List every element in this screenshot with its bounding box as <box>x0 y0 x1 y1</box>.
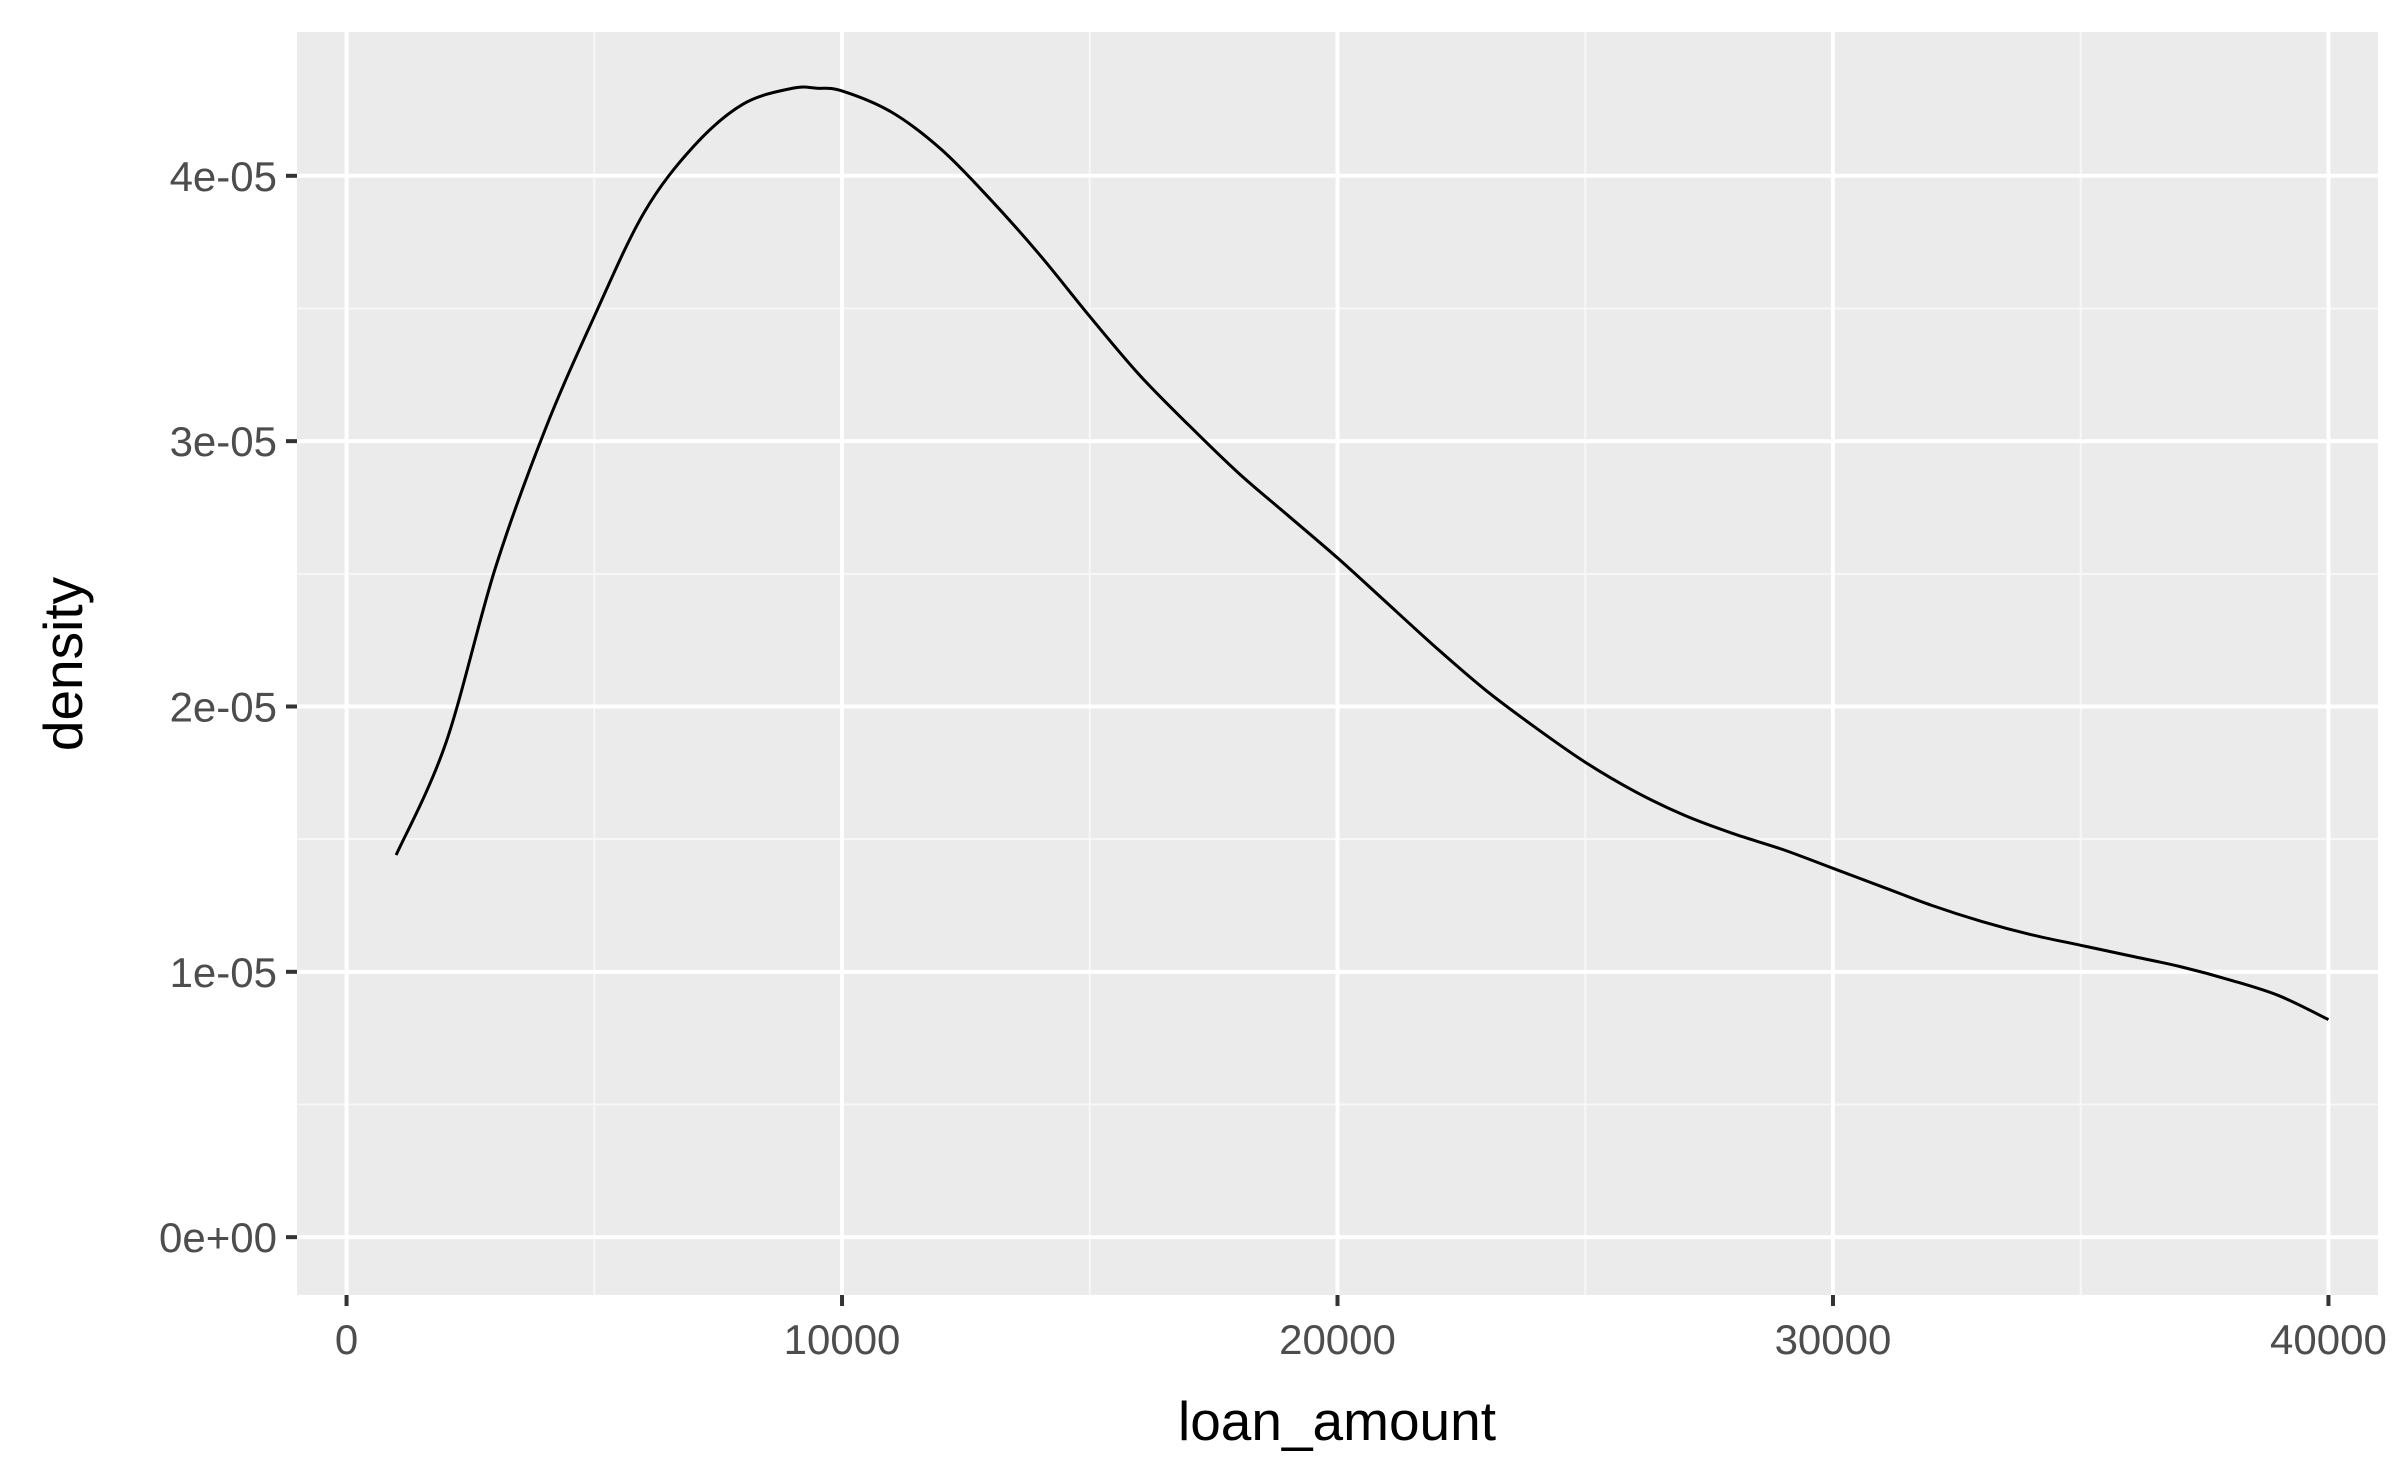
x-tick-label: 10000 <box>784 1316 901 1363</box>
y-tick-label: 2e-05 <box>170 683 277 730</box>
y-tick-label: 0e+00 <box>159 1214 277 1261</box>
x-axis-title: loan_amount <box>1178 1390 1496 1452</box>
y-tick-label: 1e-05 <box>170 949 277 996</box>
x-axis: 0 10000 20000 30000 40000 <box>335 1295 2387 1363</box>
major-gridlines <box>297 32 2378 1295</box>
x-tick-label: 30000 <box>1775 1316 1892 1363</box>
x-tick-label: 20000 <box>1279 1316 1396 1363</box>
y-tick-label: 4e-05 <box>170 153 277 200</box>
x-tick-label: 40000 <box>2270 1316 2387 1363</box>
x-tick-label: 0 <box>335 1316 358 1363</box>
y-axis: 0e+00 1e-05 2e-05 3e-05 4e-05 <box>159 153 297 1261</box>
y-axis-title: density <box>32 576 94 751</box>
y-tick-label: 3e-05 <box>170 418 277 465</box>
density-curve <box>394 85 2330 1021</box>
